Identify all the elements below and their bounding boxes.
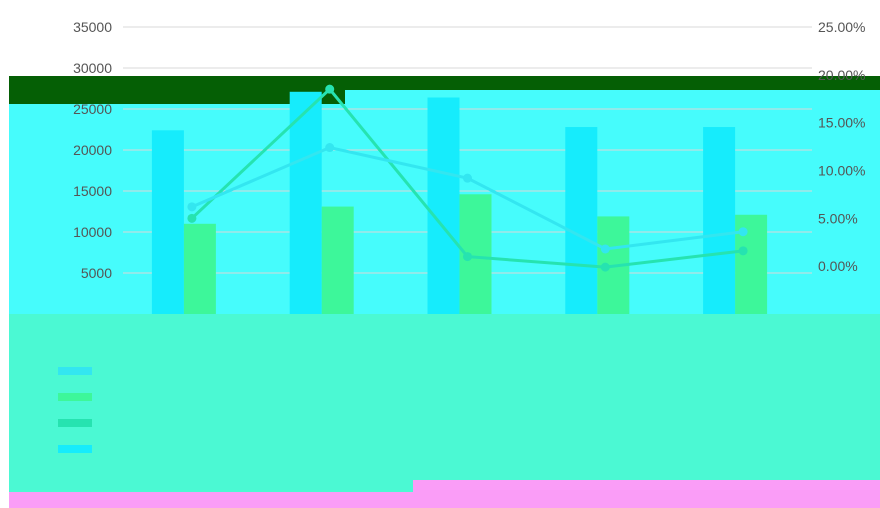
left-axis: 35000 30000 25000 20000 15000 10000 5000 [73, 19, 112, 281]
lower-fill [9, 314, 880, 494]
line-point [600, 244, 610, 254]
right-axis-tick: 5.00% [818, 210, 858, 226]
lines [187, 84, 748, 272]
line-point [463, 252, 472, 262]
line-point [600, 262, 610, 272]
dark-band-cutout [345, 90, 880, 104]
bar [703, 127, 736, 314]
legend-swatch [58, 393, 92, 401]
footer-step [413, 480, 880, 494]
right-axis-tick: 0.00% [818, 258, 858, 274]
bar [427, 97, 460, 315]
footer-band [9, 492, 880, 508]
bar [321, 206, 354, 314]
line-point [738, 227, 748, 237]
line-point [325, 143, 335, 153]
right-axis-tick: 20.00% [818, 67, 865, 83]
legend [58, 367, 92, 453]
left-axis-tick: 25000 [73, 101, 112, 117]
left-axis-tick: 35000 [73, 19, 112, 35]
right-axis-tick: 25.00% [818, 19, 865, 35]
left-axis-tick: 5000 [81, 265, 112, 281]
legend-swatch [58, 445, 92, 453]
right-axis-tick: 10.00% [818, 163, 865, 179]
left-axis-tick: 10000 [73, 224, 112, 240]
legend-swatch [58, 419, 92, 427]
line-point [325, 84, 335, 94]
legend-swatch [58, 367, 92, 375]
right-axis-tick: 15.00% [818, 115, 865, 131]
bar [289, 91, 322, 314]
left-axis-tick: 20000 [73, 142, 112, 158]
line-point [187, 202, 197, 212]
bar [151, 130, 184, 314]
bar [183, 223, 216, 314]
left-axis-tick: 15000 [73, 183, 112, 199]
bar [565, 127, 598, 314]
right-axis: 25.00% 20.00% 15.00% 10.00% 5.00% 0.00% [818, 19, 865, 274]
line-point [738, 246, 748, 256]
line-point [187, 213, 197, 223]
line-point [463, 173, 472, 183]
left-axis-tick: 30000 [73, 60, 112, 76]
